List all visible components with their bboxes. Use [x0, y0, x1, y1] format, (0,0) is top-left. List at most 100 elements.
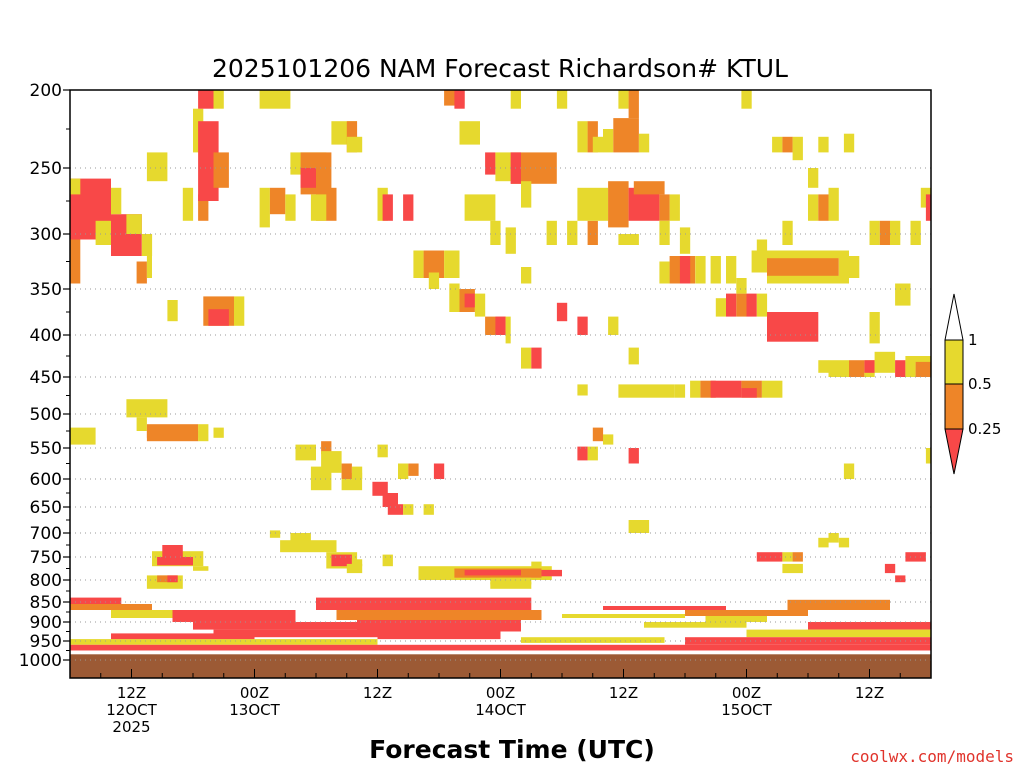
heatmap-cell	[521, 347, 532, 369]
heatmap-cell	[818, 194, 829, 221]
heatmap-cell	[182, 187, 194, 221]
heatmap-cell	[198, 90, 214, 109]
heatmap-cell	[403, 194, 414, 221]
low-level-band	[685, 610, 808, 616]
heatmap-cell	[767, 275, 849, 284]
x-tick-label: 13OCT	[229, 701, 280, 719]
heatmap-cell	[146, 256, 152, 278]
heatmap-cell	[828, 533, 839, 543]
heatmap-cell	[577, 187, 609, 221]
heatmap-cell	[505, 316, 511, 344]
heatmap-cell	[818, 360, 829, 373]
heatmap-cell	[372, 481, 388, 496]
heatmap-cell	[449, 283, 460, 312]
heatmap-cell	[633, 181, 665, 195]
heatmap-cell	[198, 121, 219, 201]
heatmap-cell	[884, 563, 896, 574]
x-tick-label: 12OCT	[106, 701, 157, 719]
heatmap-cell	[495, 152, 511, 182]
heatmap-cell	[70, 239, 81, 284]
heatmap-cell	[659, 220, 670, 245]
low-level-band	[70, 604, 152, 610]
heatmap-cell	[659, 194, 670, 221]
heatmap-cell	[382, 554, 393, 567]
heatmap-cell	[70, 178, 81, 195]
heatmap-cell	[295, 444, 316, 461]
heatmap-cell	[490, 577, 532, 585]
low-level-band	[193, 622, 378, 630]
heatmap-cell	[141, 234, 153, 256]
heatmap-cell	[331, 554, 352, 567]
heatmap-cell	[879, 220, 891, 245]
heatmap-cell	[679, 227, 691, 254]
heatmap-cell	[531, 561, 542, 569]
heatmap-cell	[608, 181, 629, 228]
heatmap-cell	[741, 90, 752, 109]
heatmap-cell	[464, 293, 475, 308]
heatmap-cell	[521, 181, 532, 208]
heatmap-cell	[772, 136, 783, 153]
heatmap-cell	[136, 261, 147, 284]
watermark: coolwx.com/models	[850, 747, 1014, 766]
heatmap-cell	[95, 220, 111, 245]
heatmap-cell	[556, 302, 568, 322]
low-level-band	[70, 644, 931, 651]
heatmap-cell	[659, 261, 670, 284]
legend-level-label: 0.25	[968, 420, 1001, 438]
heatmap-cell	[618, 384, 675, 398]
heatmap-cell	[433, 463, 445, 479]
heatmap-cell	[767, 312, 819, 342]
heatmap-cell	[695, 256, 706, 284]
heatmap-cell	[567, 220, 578, 245]
heatmap-cell	[603, 129, 614, 153]
heatmap-cell	[808, 168, 819, 188]
y-tick-label: 650	[30, 498, 62, 518]
low-level-band	[316, 597, 532, 610]
low-level-band	[357, 620, 521, 632]
heatmap-cell	[213, 427, 224, 438]
y-tick-label: 700	[30, 524, 62, 544]
y-tick-label: 300	[30, 225, 62, 245]
heatmap-cell	[495, 316, 506, 335]
heatmap-cell	[690, 380, 701, 398]
x-tick-label: 12Z	[855, 684, 884, 702]
y-tick-label: 900	[30, 613, 62, 633]
heatmap-cell	[874, 351, 896, 373]
heatmap-cell	[751, 250, 767, 273]
heatmap-cell	[756, 552, 783, 562]
heatmap-cell	[208, 309, 229, 326]
heatmap-cell	[792, 136, 803, 161]
heatmap-cell	[782, 136, 793, 153]
heatmap-cell	[767, 250, 849, 259]
y-tick-label: 600	[30, 470, 62, 490]
legend-level-label: 0.5	[968, 375, 992, 393]
heatmap-cell	[269, 187, 286, 215]
heatmap-cell	[905, 360, 916, 377]
heatmap-cell	[736, 293, 747, 317]
heatmap-cell	[628, 347, 639, 365]
heatmap-cell	[146, 152, 168, 182]
low-level-band	[336, 610, 542, 620]
heatmap-cell	[890, 220, 901, 245]
heatmap-cell	[193, 566, 209, 571]
x-tick-label: 14OCT	[475, 701, 526, 719]
heatmap-cell	[146, 431, 199, 442]
heatmap-cell	[587, 446, 598, 461]
heatmap-cell	[167, 300, 178, 322]
heatmap-cell	[398, 463, 409, 479]
heatmap-cell	[905, 356, 931, 362]
y-axis: 200 250 300 350 400 450 500 550 600 650 700 750 8008…	[19, 81, 70, 671]
color-legend: 1 0.5 0.25	[944, 293, 1001, 475]
heatmap-cell	[269, 530, 281, 538]
heatmap-cell	[628, 448, 639, 464]
legend-above-1-triangle	[944, 293, 964, 341]
heatmap-cell	[603, 434, 614, 445]
heatmap-cell	[531, 347, 542, 369]
heatmap-cell	[782, 220, 793, 245]
heatmap-cell	[198, 424, 209, 442]
legend-below-0.25-triangle	[944, 428, 964, 475]
heatmap-cell	[382, 194, 393, 221]
heatmap-cell	[592, 136, 604, 153]
